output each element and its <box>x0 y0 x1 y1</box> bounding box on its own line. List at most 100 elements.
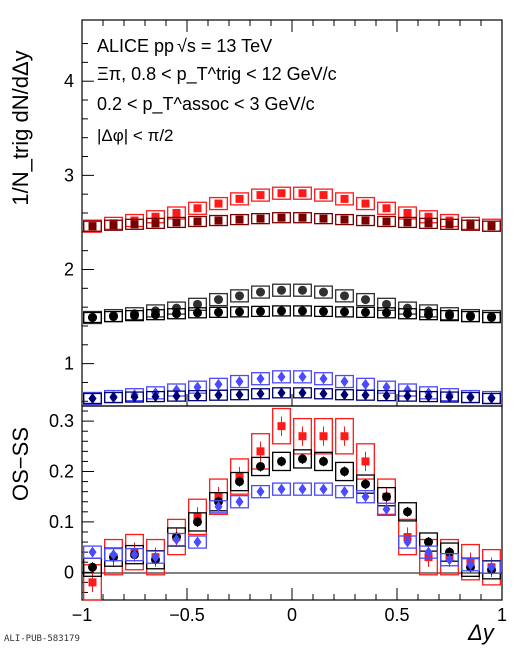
data-point <box>193 390 202 402</box>
data-point <box>382 503 391 515</box>
lower-y-tick-label: 0 <box>64 562 74 582</box>
annotation-assoc-label: 0.2 < p_T^assoc < 3 GeV/c <box>97 94 315 115</box>
data-point <box>382 492 391 502</box>
syst-box <box>356 214 375 227</box>
data-point <box>256 461 265 471</box>
data-point <box>193 536 202 548</box>
lower-y-tick-label: 0.2 <box>49 462 74 482</box>
data-point <box>445 220 454 229</box>
data-point <box>466 392 475 404</box>
data-point <box>382 299 391 309</box>
data-point <box>277 306 286 316</box>
data-point <box>151 551 160 563</box>
data-point <box>88 578 97 587</box>
syst-box <box>251 305 270 318</box>
data-point <box>403 390 412 402</box>
data-point <box>235 477 244 487</box>
data-point <box>298 432 307 441</box>
data-point <box>487 313 496 323</box>
syst-box <box>335 417 354 455</box>
syst-box <box>272 305 291 317</box>
syst-box <box>209 214 228 227</box>
syst-box <box>293 283 312 297</box>
data-point <box>319 214 328 223</box>
data-point <box>172 209 181 217</box>
data-point <box>109 549 118 561</box>
data-point <box>361 457 370 466</box>
syst-box <box>398 216 417 229</box>
data-point <box>319 388 328 400</box>
syst-box <box>377 201 396 215</box>
data-point <box>340 307 349 317</box>
data-point <box>340 376 349 388</box>
syst-box <box>314 305 333 318</box>
data-point <box>256 447 265 456</box>
upper-y-tick-label: 3 <box>64 165 74 185</box>
syst-box <box>272 186 291 200</box>
data-point <box>235 496 244 508</box>
syst-box <box>335 192 354 206</box>
syst-box <box>104 219 123 231</box>
lower-y-tick-label: 0.1 <box>49 512 74 532</box>
syst-box <box>293 417 312 455</box>
data-point <box>340 215 349 224</box>
data-point <box>172 218 181 227</box>
syst-box <box>440 218 459 230</box>
data-point <box>256 306 265 316</box>
data-point <box>235 291 244 301</box>
data-point <box>319 373 328 385</box>
syst-box <box>83 545 102 559</box>
syst-box <box>272 482 291 496</box>
data-point <box>235 472 244 481</box>
data-point <box>172 534 181 546</box>
data-point <box>130 549 139 561</box>
syst-box <box>356 443 375 480</box>
data-point <box>130 311 139 321</box>
data-point <box>172 309 181 319</box>
syst-box <box>398 535 417 549</box>
data-point <box>298 387 307 399</box>
syst-box <box>125 547 144 562</box>
publication-id: ALI-PUB-583179 <box>4 634 80 644</box>
data-point <box>466 559 475 571</box>
syst-box <box>398 502 417 522</box>
data-point <box>298 285 307 295</box>
syst-box <box>335 289 354 303</box>
data-point <box>424 212 433 221</box>
data-point <box>361 378 370 390</box>
syst-box <box>293 212 312 224</box>
syst-box <box>314 372 333 386</box>
data-point <box>466 312 475 322</box>
data-point <box>277 371 286 383</box>
data-point <box>298 213 307 222</box>
data-point <box>151 310 160 320</box>
syst-box <box>440 552 459 567</box>
syst-box <box>419 217 438 230</box>
data-point <box>340 194 349 203</box>
data-point <box>445 547 454 557</box>
data-point <box>487 392 496 404</box>
data-point <box>193 381 202 393</box>
syst-box <box>104 547 123 562</box>
syst-box <box>272 212 291 224</box>
data-point <box>319 191 328 200</box>
syst-box <box>440 309 459 322</box>
syst-box <box>314 285 333 299</box>
data-point <box>235 389 244 401</box>
lower-panel: 0 0.1 0.2 0.3 −1 −0.5 0 0.5 1 OS−SS Δy <box>8 20 507 645</box>
data-point <box>193 512 202 521</box>
syst-box <box>377 215 396 228</box>
data-point <box>340 467 349 477</box>
data-point <box>319 432 328 441</box>
annotation-energy-label: √s = 13 TeV <box>177 36 272 56</box>
data-point <box>151 219 160 228</box>
data-point <box>193 308 202 318</box>
syst-box <box>125 218 144 230</box>
syst-box <box>167 216 186 229</box>
data-point <box>424 546 433 558</box>
syst-box <box>209 292 228 307</box>
syst-box <box>356 490 375 504</box>
syst-box <box>230 192 249 206</box>
syst-box <box>461 310 480 323</box>
syst-box <box>83 220 102 232</box>
